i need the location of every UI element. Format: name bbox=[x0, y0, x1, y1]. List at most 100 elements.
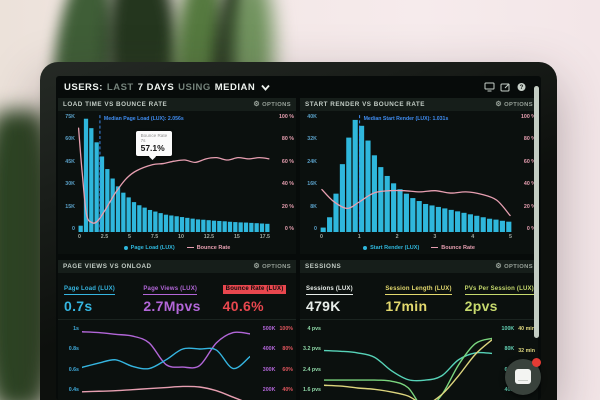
axis-label: 80 % bbox=[523, 136, 536, 143]
axis-label: 400K bbox=[262, 346, 276, 353]
panel-load-time: LOAD TIME VS BOUNCE RATE ⚙ OPTIONS 75K 60… bbox=[58, 98, 296, 254]
axis-label: 32K bbox=[307, 136, 317, 143]
chart-area: 75K 60K 45K 30K 15K 0 Median Page Load (LUX):… bbox=[58, 111, 296, 254]
axis-label: 12.5 bbox=[203, 233, 215, 240]
axis-label: 15 bbox=[233, 233, 240, 240]
chart-legend: Page Load (LUX) Bounce Rate bbox=[58, 241, 296, 254]
metric-value: 2pvs bbox=[464, 298, 498, 314]
axis-label: 30K bbox=[65, 181, 75, 188]
chart-area: 40K 32K 24K 16K 8K 0 Median Start Render (LUX… bbox=[300, 111, 538, 254]
y-axis-left: 4 pvs 3.2 pvs 2.4 pvs 1.6 pvs bbox=[303, 324, 321, 400]
legend-item-page-load[interactable]: Page Load (LUX) bbox=[123, 245, 175, 251]
panel-page-views: PAGE VIEWS VS ONLOAD ⚙ OPTIONS Page Load… bbox=[58, 260, 296, 400]
axis-label: 10 bbox=[178, 233, 184, 240]
axis-label: 0 % bbox=[284, 225, 294, 232]
axis-label: 2.4 pvs bbox=[303, 366, 321, 373]
metric-label: Page Views (LUX) bbox=[143, 286, 198, 295]
metric-session-length[interactable]: Session Length (LUX) 17min bbox=[379, 277, 458, 314]
axis-label: 60% bbox=[282, 366, 293, 373]
legend-item-bounce-rate[interactable]: Bounce Rate bbox=[186, 245, 230, 251]
y-axis-left: 75K 60K 45K 30K 15K 0 bbox=[58, 114, 78, 232]
metric-page-load[interactable]: Page Load (LUX) 0.7s bbox=[58, 277, 137, 314]
metric-label: PVs Per Session (LUX) bbox=[464, 286, 534, 295]
options-label: OPTIONS bbox=[504, 263, 533, 270]
panel-title: LOAD TIME VS BOUNCE RATE bbox=[63, 101, 168, 108]
load-time-chart bbox=[78, 114, 270, 232]
options-button[interactable]: ⚙ OPTIONS bbox=[253, 263, 291, 270]
options-button[interactable]: ⚙ OPTIONS bbox=[495, 263, 533, 270]
load-time-plot: Median Page Load (LUX): 2.056s Bounce Ra… bbox=[78, 114, 270, 232]
axis-label: 7.5 bbox=[150, 233, 159, 240]
axis-label: 0.8s bbox=[68, 346, 79, 353]
axis-label: 1s bbox=[73, 326, 79, 332]
panel-sessions-header: SESSIONS ⚙ OPTIONS bbox=[300, 260, 538, 273]
options-button[interactable]: ⚙ OPTIONS bbox=[495, 101, 533, 108]
axis-label: 40 % bbox=[523, 181, 536, 188]
y-axis-left: 40K 32K 24K 16K 8K 0 bbox=[300, 114, 320, 232]
legend-line-icon bbox=[186, 246, 194, 249]
legend-item-bounce-rate[interactable]: Bounce Rate bbox=[431, 245, 475, 251]
gear-icon: ⚙ bbox=[495, 263, 503, 270]
axis-label: 100% bbox=[279, 326, 293, 332]
users-filter-dropdown[interactable]: USERS: LAST 7 DAYS USING MEDIAN bbox=[64, 82, 270, 93]
axis-label: 60 % bbox=[281, 158, 294, 165]
metric-page-views[interactable]: Page Views (LUX) 2.7Mpvs bbox=[137, 277, 216, 314]
panel-start-render: START RENDER VS BOUNCE RATE ⚙ OPTIONS 40… bbox=[300, 98, 538, 254]
y-axis-right-k: 500K 400K 300K 200K bbox=[263, 324, 276, 400]
axis-label: 15K bbox=[65, 203, 75, 210]
using-label: USING bbox=[178, 81, 211, 93]
options-label: OPTIONS bbox=[262, 263, 291, 270]
options-button[interactable]: ⚙ OPTIONS bbox=[253, 101, 291, 108]
axis-label: 75K bbox=[65, 114, 75, 120]
axis-label: 5 bbox=[508, 233, 512, 240]
metric-label: Page Load (LUX) bbox=[64, 286, 116, 295]
panel-title: PAGE VIEWS VS ONLOAD bbox=[63, 263, 152, 270]
axis-label: 500K bbox=[262, 326, 276, 332]
axis-label: 60 % bbox=[523, 158, 536, 165]
svg-text:?: ? bbox=[520, 85, 524, 91]
tooltip-title: Bounce Rate bbox=[140, 132, 168, 138]
tooltip-value: 57.1% bbox=[140, 142, 165, 153]
scrollbar[interactable] bbox=[534, 86, 539, 338]
axis-label: 20 % bbox=[523, 203, 536, 210]
axis-label: 16K bbox=[307, 181, 317, 188]
axis-label: 32 min bbox=[518, 348, 535, 355]
metric-bounce-rate[interactable]: Bounce Rate (LUX) 40.6% bbox=[217, 277, 296, 314]
metric-sessions[interactable]: Sessions (LUX) 479K bbox=[300, 277, 379, 314]
axis-label: 100 % bbox=[278, 114, 294, 120]
legend-label: Bounce Rate bbox=[441, 244, 475, 251]
options-label: OPTIONS bbox=[262, 101, 291, 108]
page-views-chart bbox=[82, 324, 250, 400]
axis-label: 200K bbox=[262, 386, 276, 393]
axis-label: 5 bbox=[128, 233, 131, 240]
monitor-icon[interactable] bbox=[484, 82, 495, 92]
axis-label: 45K bbox=[65, 158, 75, 165]
y-axis-right-pct: 100% 80% 60% 40% bbox=[279, 324, 293, 400]
axis-label: 0 bbox=[320, 233, 323, 240]
axis-label: 8K bbox=[310, 203, 317, 210]
sessions-plot bbox=[324, 324, 492, 400]
metric-value: 2.7Mpvs bbox=[143, 298, 201, 314]
axis-label: 0 bbox=[78, 233, 81, 240]
panels-grid: LOAD TIME VS BOUNCE RATE ⚙ OPTIONS 75K 60… bbox=[58, 98, 538, 400]
dashboard-screen: USERS: LAST 7 DAYS USING MEDIAN bbox=[56, 76, 541, 400]
axis-label: 20 % bbox=[281, 203, 294, 210]
share-icon[interactable] bbox=[500, 82, 511, 92]
laptop: USERS: LAST 7 DAYS USING MEDIAN bbox=[40, 62, 557, 400]
axis-label: 1 bbox=[357, 233, 361, 240]
x-axis: 0 1 2 3 4 5 bbox=[320, 232, 512, 241]
last-label: LAST bbox=[106, 81, 134, 93]
axis-label: 80 % bbox=[281, 136, 294, 143]
metric-pvs-per-session[interactable]: PVs Per Session (LUX) 2pvs bbox=[459, 277, 538, 314]
panel-page-views-header: PAGE VIEWS VS ONLOAD ⚙ OPTIONS bbox=[58, 260, 296, 273]
help-icon[interactable]: ? bbox=[516, 82, 527, 92]
y-axis-left: 1s 0.8s 0.6s 0.4s bbox=[69, 324, 79, 400]
chevron-down-icon bbox=[261, 84, 270, 91]
panel-load-time-header: LOAD TIME VS BOUNCE RATE ⚙ OPTIONS bbox=[58, 98, 296, 111]
axis-label: 0.6s bbox=[68, 366, 79, 373]
legend-item-start-render[interactable]: Start Render (LUX) bbox=[363, 245, 419, 251]
sessions-chart bbox=[324, 324, 492, 400]
chat-widget-button[interactable] bbox=[505, 358, 541, 395]
metric-value: 0.7s bbox=[64, 298, 93, 314]
